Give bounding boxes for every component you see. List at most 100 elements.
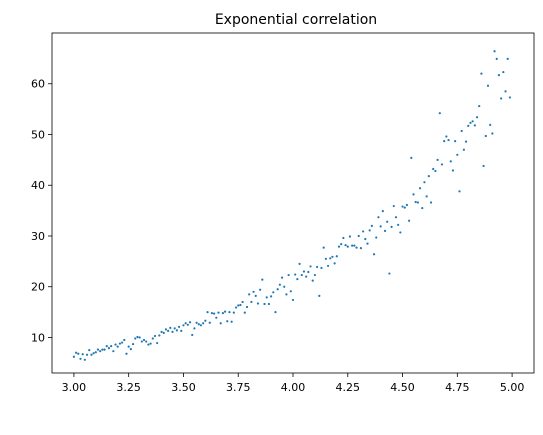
scatter-point [96, 348, 100, 351]
scatter-point [219, 322, 222, 325]
scatter-point [294, 273, 297, 276]
scatter-point [316, 265, 319, 269]
scatter-point [285, 293, 288, 296]
scatter-point [379, 225, 382, 228]
scatter-point [230, 320, 233, 323]
scatter-point [250, 300, 253, 304]
scatter-point [390, 225, 393, 228]
scatter-point [206, 311, 209, 314]
scatter-point [160, 330, 163, 333]
scatter-point [261, 278, 264, 281]
scatter-point [344, 244, 347, 247]
scatter-point [283, 285, 286, 288]
scatter-point [72, 355, 76, 358]
chart-title: Exponential correlation [215, 12, 377, 28]
scatter-point [410, 156, 413, 159]
scatter-point [307, 270, 310, 274]
scatter-point [136, 335, 139, 339]
scatter-point [368, 229, 371, 232]
y-tick-label: 10 [31, 331, 45, 344]
x-tick-label: 4.75 [445, 381, 470, 394]
scatter-point [300, 273, 303, 277]
scatter-point [408, 219, 411, 222]
scatter-point [125, 352, 128, 355]
scatter-point [177, 325, 181, 328]
scatter-point [149, 342, 152, 345]
scatter-point [372, 253, 376, 256]
scatter-point [326, 264, 330, 268]
scatter-point [473, 124, 476, 127]
scatter-point [425, 195, 428, 198]
scatter-point [348, 235, 352, 238]
x-tick-label: 3.00 [62, 381, 87, 394]
scatter-point [375, 236, 378, 239]
scatter-point [370, 224, 373, 227]
scatter-point [289, 290, 292, 293]
scatter-point [381, 210, 384, 213]
scatter-point [467, 124, 470, 127]
scatter-point [85, 353, 89, 356]
scatter-point [156, 341, 159, 345]
scatter-point [103, 348, 106, 351]
scatter-point [197, 323, 200, 326]
scatter-point [272, 291, 275, 294]
scatter-point [134, 337, 137, 340]
scatter-point [491, 132, 494, 135]
scatter-point [186, 323, 189, 326]
scatter-point [454, 139, 457, 143]
scatter-point [497, 74, 501, 77]
scatter-point [298, 262, 301, 265]
scatter-point [383, 229, 387, 233]
scatter-point [362, 230, 365, 233]
scatter-point [94, 351, 97, 354]
scatter-point [309, 265, 312, 268]
scatter-point [412, 193, 415, 196]
scatter-point [504, 90, 507, 93]
scatter-point [162, 331, 165, 335]
scatter-point [357, 234, 360, 238]
scatter-point [403, 206, 406, 209]
scatter-point [127, 345, 130, 348]
scatter-point [460, 129, 463, 133]
scatter-point [291, 298, 295, 302]
scatter-point [302, 270, 306, 273]
scatter-point [75, 351, 78, 354]
scatter-point [320, 266, 323, 270]
scatter-point [252, 290, 255, 293]
scatter-point [489, 123, 492, 126]
scatter-point [377, 216, 380, 219]
scatter-point [243, 311, 246, 314]
scatter-point [394, 216, 398, 219]
scatter-point [223, 310, 227, 313]
scatter-point [158, 334, 161, 337]
scatter-point [502, 70, 505, 74]
scatter-point [232, 311, 235, 314]
scatter-point [397, 223, 400, 226]
scatter-point [462, 148, 465, 151]
scatter-point [436, 158, 439, 161]
scatter-point [92, 352, 95, 355]
scatter-point [199, 324, 203, 327]
scatter-point [77, 352, 80, 355]
x-tick-label: 4.50 [390, 381, 415, 394]
scatter-point [353, 244, 356, 247]
scatter-point [99, 350, 102, 353]
scatter-point [110, 345, 113, 348]
scatter-point [447, 138, 450, 142]
scatter-point [164, 328, 168, 331]
scatter-point [475, 116, 479, 119]
scatter-point [81, 353, 84, 356]
scatter-point [386, 220, 389, 223]
scatter-point [405, 203, 409, 207]
scatter-point [226, 320, 229, 323]
scatter-point [147, 343, 150, 346]
scatter-point [318, 294, 321, 297]
scatter-points [72, 50, 511, 361]
scatter-point [107, 347, 111, 350]
scatter-point [191, 333, 194, 337]
scatter-point [245, 305, 249, 309]
scatter-point [480, 72, 483, 75]
y-tick-label: 60 [31, 78, 45, 91]
scatter-point [508, 96, 511, 99]
